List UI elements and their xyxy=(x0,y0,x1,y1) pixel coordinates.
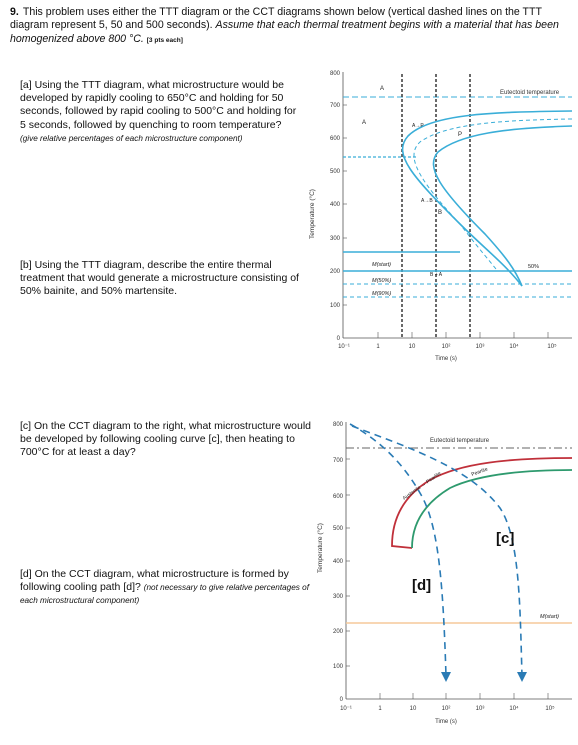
cct-diagram: Temperature (°C) 800 700 600 500 400 300… xyxy=(316,422,573,725)
cct-path-d xyxy=(349,423,447,677)
ttt-xtick-1: 1 xyxy=(376,344,380,350)
ttt-time-markers xyxy=(401,74,471,338)
question-d-note: (not necessary to give relative percenta… xyxy=(20,583,309,606)
cct-ytick-700: 700 xyxy=(333,458,344,464)
ttt-xtick-3: 10² xyxy=(442,344,451,350)
ttt-ytick-100: 100 xyxy=(330,303,341,309)
ttt-ylabel: Temperature (°C) xyxy=(308,189,316,239)
cct-xlabel: Time (s) xyxy=(435,719,457,725)
cct-xtick-6: 10⁵ xyxy=(545,705,555,712)
ttt-ytick-200: 200 xyxy=(330,269,341,275)
ttt-ytick-300: 300 xyxy=(330,236,341,242)
ttt-ytick-800: 800 xyxy=(330,71,341,77)
cct-ytick-800: 800 xyxy=(333,422,344,428)
cct-ytick-400: 400 xyxy=(333,559,344,565)
question-a-note: (give relative percentages of each micro… xyxy=(20,133,243,143)
ttt-label-M50: M(50%) xyxy=(372,278,391,284)
ttt-label-AtoB: A→B xyxy=(421,198,433,204)
ttt-label-M90: M(90%) xyxy=(372,291,391,297)
problem-assumption: Assume that each thermal treatment begin… xyxy=(10,19,559,45)
cct-xtick-1: 1 xyxy=(378,706,382,712)
ttt-label-AtoP: A→P xyxy=(412,123,424,129)
cct-path-c-arrow-icon xyxy=(517,672,527,682)
cct-eutectoid-label: Eutectoid temperature xyxy=(430,438,490,444)
cct-xtick-0: 10⁻¹ xyxy=(340,706,352,712)
ttt-xtick-4: 10³ xyxy=(476,344,485,350)
ttt-finish-curve xyxy=(432,125,573,287)
ttt-xtick-2: 10 xyxy=(409,344,416,350)
problem-text: This problem uses either the TTT diagram… xyxy=(10,6,542,32)
cct-finish-curve xyxy=(411,469,573,549)
problem-number: 9. xyxy=(10,6,19,18)
ttt-50pct-curve xyxy=(413,118,573,270)
ttt-xtick-5: 10⁴ xyxy=(509,343,519,350)
ttt-eutectoid-label: Eutectoid temperature xyxy=(500,90,560,96)
cct-label-c: [c] xyxy=(496,530,514,547)
cct-start-curve xyxy=(391,457,573,549)
cct-ytick-0: 0 xyxy=(340,697,344,703)
cct-ylabel: Temperature (°C) xyxy=(316,523,324,573)
ttt-label-A1: A xyxy=(380,86,384,92)
ttt-diagram: Temperature (°C) 800 700 600 500 400 300… xyxy=(308,71,573,362)
ttt-ytick-400: 400 xyxy=(330,202,341,208)
question-c-text: [c] On the CCT diagram to the right, wha… xyxy=(20,420,312,459)
ttt-label-BplusA: B + A xyxy=(430,272,443,278)
cct-ytick-100: 100 xyxy=(333,664,344,670)
cct-ytick-600: 600 xyxy=(333,494,344,500)
ttt-start-curve xyxy=(401,110,573,287)
ttt-label-P: P xyxy=(458,132,462,138)
cct-xtick-5: 10⁴ xyxy=(509,705,519,712)
cct-path-d-arrow-icon xyxy=(441,672,451,682)
ttt-ytick-700: 700 xyxy=(330,103,341,109)
cct-ytick-500: 500 xyxy=(333,526,344,532)
problem-intro: 9. This problem uses either the TTT diagr… xyxy=(10,6,568,47)
ttt-ytick-500: 500 xyxy=(330,169,341,175)
ttt-xlabel: Time (s) xyxy=(435,356,457,362)
ttt-label-B: B xyxy=(438,210,442,216)
cct-xtick-4: 10³ xyxy=(476,706,485,712)
ttt-xtick-6: 10⁵ xyxy=(547,343,557,350)
ttt-ytick-0: 0 xyxy=(337,336,341,342)
cct-label-pearlite: Pearlite xyxy=(471,466,489,478)
ttt-xtick-0: 10⁻¹ xyxy=(338,344,350,350)
question-d-text: [d] On the CCT diagram, what microstruct… xyxy=(20,568,289,594)
question-b-text: [b] Using the TTT diagram, describe the … xyxy=(20,259,299,298)
points-note: [3 pts each] xyxy=(146,36,183,44)
ttt-label-A2: A xyxy=(362,120,366,126)
cct-xtick-3: 10² xyxy=(442,706,451,712)
question-b: [b] Using the TTT diagram, describe the … xyxy=(20,259,300,299)
question-c: [c] On the CCT diagram to the right, wha… xyxy=(20,420,315,460)
cct-label-d: [d] xyxy=(412,577,431,594)
question-a: [a] Using the TTT diagram, what microstr… xyxy=(20,79,300,145)
cct-label-mstart: M(start) xyxy=(540,614,559,620)
cct-ytick-300: 300 xyxy=(333,594,344,600)
ttt-label-Mstart: M(start) xyxy=(372,262,391,268)
cct-xtick-2: 10 xyxy=(410,706,417,712)
ttt-ytick-600: 600 xyxy=(330,136,341,142)
question-a-text: [a] Using the TTT diagram, what microstr… xyxy=(20,79,297,131)
question-d: [d] On the CCT diagram, what microstruct… xyxy=(20,568,315,608)
cct-path-c xyxy=(351,425,523,677)
ttt-label-50pct: 50% xyxy=(528,264,539,270)
cct-ytick-200: 200 xyxy=(333,629,344,635)
